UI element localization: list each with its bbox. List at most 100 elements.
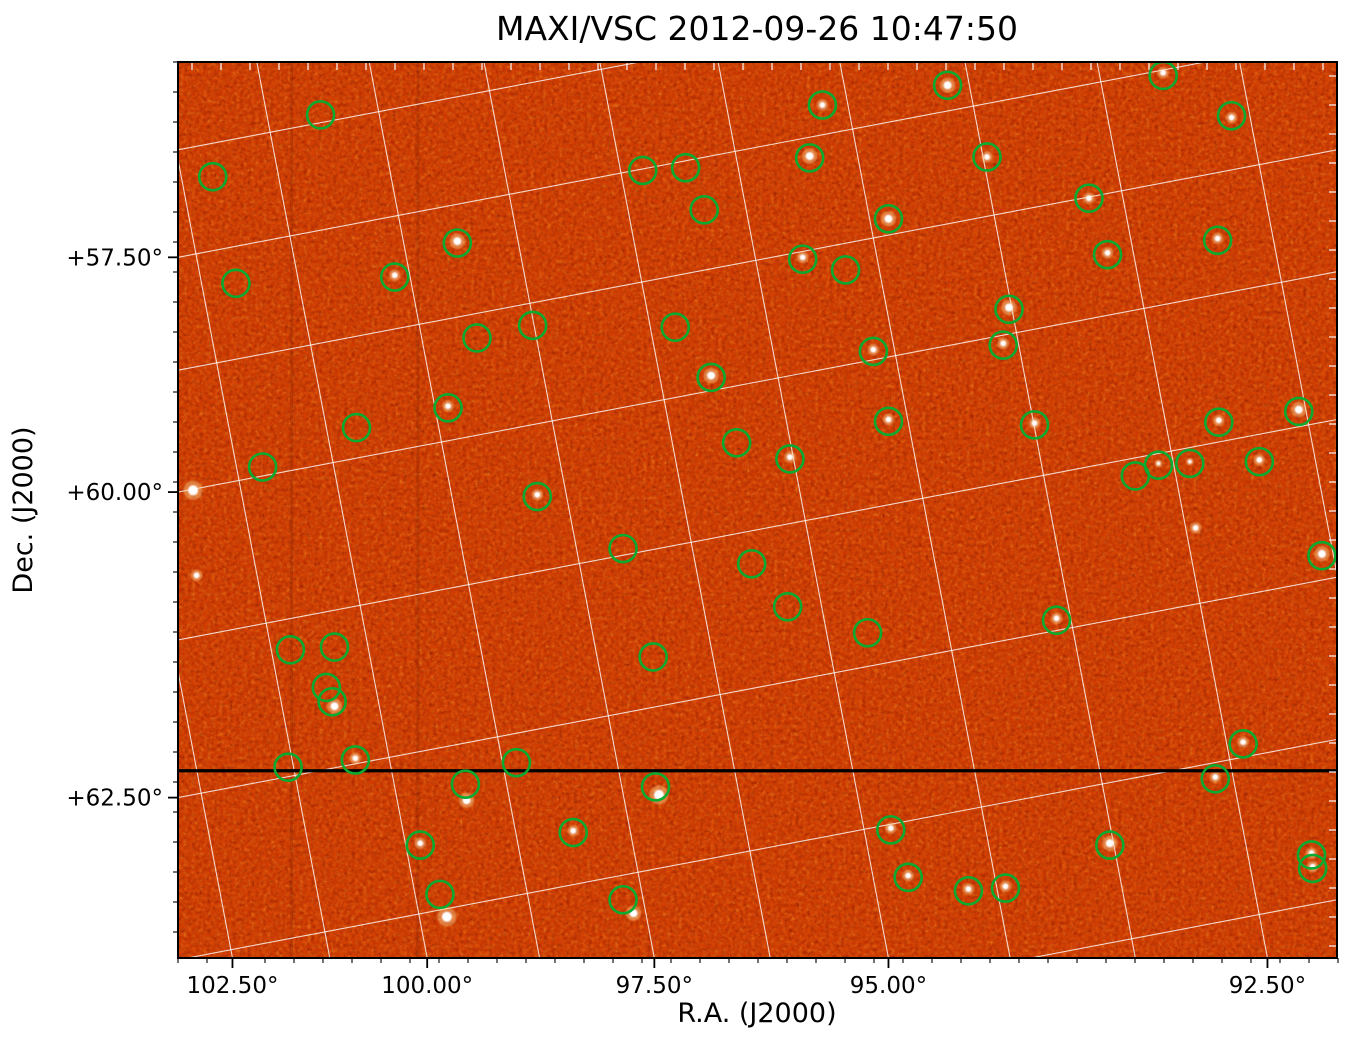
source-point	[1214, 235, 1221, 242]
source-point	[887, 825, 894, 832]
source-point	[1053, 615, 1060, 622]
detection-circle	[247, 452, 278, 482]
source-point	[786, 454, 793, 461]
source-point	[391, 272, 398, 279]
source-point	[885, 416, 892, 423]
ra-grid-line	[1096, 62, 1269, 958]
detection-circle	[852, 617, 883, 648]
ra-grid-line	[368, 62, 541, 958]
dec-grid-line	[178, 271, 1337, 493]
detection-circle	[638, 642, 668, 672]
detection-circle	[627, 155, 658, 186]
source-point	[1294, 405, 1303, 414]
ra-grid-line	[178, 668, 234, 958]
dec-grid-line	[1027, 899, 1337, 958]
source-point	[188, 485, 199, 496]
dec-grid-line	[184, 738, 1337, 958]
detection-circle	[1297, 853, 1328, 884]
source-point	[1000, 340, 1007, 347]
source-point	[570, 827, 577, 834]
ra-grid-line	[483, 62, 655, 958]
detection-circle	[875, 815, 906, 845]
x-tick-label: 102.50°	[186, 973, 278, 999]
dec-grid-line	[178, 418, 1337, 641]
dec-grid-line	[178, 576, 1337, 799]
y-tick-label: +57.50°	[66, 245, 163, 271]
detection-circle	[1041, 605, 1072, 636]
source-point	[905, 872, 912, 879]
detection-circle	[660, 312, 691, 343]
source-point	[870, 346, 877, 353]
detection-circle	[517, 310, 548, 341]
plot-frame	[177, 61, 1338, 959]
source-point	[1031, 420, 1038, 427]
detection-circle	[1283, 396, 1314, 427]
source-point	[1212, 774, 1219, 781]
y-axis-label: Dec. (J2000)	[8, 426, 39, 593]
y-tick-label: +62.50°	[66, 786, 163, 812]
detection-circle	[893, 862, 923, 893]
source-point	[805, 152, 814, 161]
source-point	[193, 572, 200, 579]
detection-circle	[873, 204, 904, 234]
detection-circle	[1019, 410, 1050, 440]
detection-circle	[341, 412, 372, 443]
detection-circle	[1175, 448, 1205, 479]
y-tick-labels: +57.50° +60.00° +62.50°	[66, 245, 163, 811]
source-point	[1104, 249, 1111, 256]
detection-circle	[1148, 62, 1178, 91]
detection-circle	[442, 228, 473, 258]
x-tick-label: 100.00°	[381, 973, 473, 999]
detection-circle	[608, 884, 638, 915]
detection-circle	[319, 632, 350, 662]
detection-circle	[953, 875, 984, 906]
detection-circle	[1244, 446, 1275, 477]
detection-circle	[772, 591, 803, 622]
detection-circle	[311, 672, 342, 703]
detection-circle	[775, 444, 805, 474]
detection-circle	[197, 161, 228, 192]
detection-circle	[608, 533, 638, 564]
detection-circle	[830, 255, 861, 285]
detection-circle	[462, 323, 492, 353]
source-point	[1105, 839, 1114, 848]
detection-circle	[450, 769, 481, 799]
source-point	[1228, 114, 1235, 121]
plot-area	[178, 62, 1337, 958]
detection-circle	[689, 195, 719, 225]
detection-circle	[994, 294, 1024, 325]
source-point	[441, 911, 452, 922]
plot-title: MAXI/VSC 2012-09-26 10:47:50	[496, 9, 1018, 48]
detection-circle	[1200, 763, 1231, 794]
source-point	[943, 81, 952, 90]
detection-circle	[1307, 540, 1337, 571]
detection-circle	[1074, 183, 1104, 213]
detection-circle	[787, 244, 818, 274]
detection-circle	[1296, 840, 1327, 870]
detection-circle	[696, 362, 726, 393]
detection-circle	[640, 772, 671, 802]
source-point	[819, 102, 826, 109]
source-point	[445, 403, 452, 410]
source-point	[1160, 69, 1167, 76]
detection-circle	[858, 336, 889, 367]
source-point	[352, 755, 359, 762]
source-point	[799, 254, 806, 261]
source-point	[453, 237, 462, 246]
detection-circle	[317, 686, 347, 717]
detection-circle	[721, 427, 752, 458]
detection-circle	[1095, 830, 1125, 860]
source-point	[1256, 456, 1263, 463]
dec-grid-line	[178, 62, 1209, 258]
detection-circle	[1203, 407, 1234, 437]
source-point	[1187, 459, 1192, 464]
coordinate-grid	[178, 62, 1337, 958]
source-point	[534, 491, 541, 498]
source-point	[1005, 303, 1014, 312]
detection-circle	[736, 548, 767, 579]
detection-circle	[972, 142, 1002, 172]
source-point	[417, 840, 424, 847]
x-tick-label: 92.50°	[1229, 973, 1306, 999]
